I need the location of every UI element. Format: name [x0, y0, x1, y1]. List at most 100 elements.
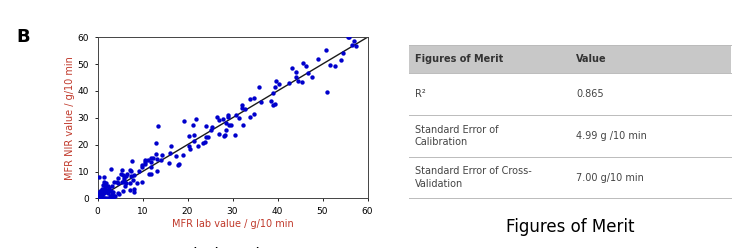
Point: [217, 133, 229, 137]
Point: [220, 133, 232, 137]
Point: [342, 35, 354, 39]
Point: [244, 115, 256, 119]
Point: [322, 90, 334, 93]
Point: [236, 106, 248, 110]
Point: [163, 161, 175, 165]
Point: [116, 168, 128, 172]
Point: [112, 176, 125, 180]
Point: [100, 187, 112, 191]
Point: [269, 85, 281, 89]
Point: [248, 112, 259, 116]
Point: [110, 194, 122, 198]
Point: [292, 79, 304, 83]
Point: [118, 178, 130, 182]
Point: [224, 123, 236, 126]
Point: [99, 196, 111, 200]
Point: [128, 173, 140, 177]
Point: [254, 100, 266, 104]
Point: [110, 180, 122, 184]
Point: [98, 191, 109, 195]
Point: [104, 189, 116, 193]
Point: [306, 75, 318, 79]
Point: [124, 174, 136, 178]
Point: [302, 71, 313, 75]
Point: [124, 188, 136, 192]
Point: [109, 194, 121, 198]
Point: [93, 196, 105, 200]
Point: [328, 64, 340, 68]
Point: [105, 167, 117, 171]
Point: [187, 123, 199, 127]
Point: [96, 187, 108, 191]
Point: [230, 133, 242, 137]
Point: [97, 189, 109, 193]
Point: [116, 180, 128, 184]
Point: [268, 102, 280, 106]
Y-axis label: MFR NIR value / g/10 min: MFR NIR value / g/10 min: [65, 56, 75, 180]
Point: [99, 190, 111, 194]
Point: [117, 173, 129, 177]
Point: [122, 172, 134, 176]
Point: [128, 187, 140, 191]
Point: [190, 117, 202, 121]
Point: [128, 190, 140, 194]
Point: [112, 182, 124, 186]
Point: [145, 160, 157, 164]
Point: [286, 65, 298, 69]
Point: [237, 123, 249, 127]
Text: Figures of Merit: Figures of Merit: [506, 217, 634, 236]
Point: [297, 62, 309, 65]
Point: [223, 123, 235, 126]
Text: Figures of Merit: Figures of Merit: [415, 54, 503, 64]
Text: Standard Error of
Calibration: Standard Error of Calibration: [415, 124, 498, 147]
Point: [266, 91, 278, 95]
Point: [125, 169, 137, 173]
Point: [172, 162, 184, 166]
Point: [115, 172, 127, 176]
Point: [136, 180, 148, 184]
Point: [102, 191, 114, 195]
Point: [334, 58, 346, 62]
Point: [96, 193, 108, 197]
Point: [118, 189, 130, 193]
Point: [106, 196, 118, 200]
Point: [312, 57, 324, 61]
Point: [94, 196, 106, 200]
Point: [145, 172, 157, 176]
Point: [112, 190, 124, 194]
Point: [217, 117, 229, 121]
Point: [172, 163, 184, 167]
Point: [145, 156, 157, 160]
Point: [94, 196, 106, 200]
Point: [290, 75, 302, 79]
Point: [268, 103, 280, 107]
Point: [119, 184, 131, 188]
Point: [239, 107, 251, 111]
Point: [202, 135, 214, 139]
Point: [206, 125, 218, 129]
Point: [200, 124, 212, 128]
Point: [197, 141, 209, 145]
Text: B: B: [16, 28, 30, 46]
Point: [188, 133, 200, 137]
Point: [142, 158, 154, 162]
Point: [107, 196, 119, 200]
Point: [220, 122, 232, 125]
Point: [139, 158, 151, 162]
Text: 4.99 g /10 min: 4.99 g /10 min: [576, 131, 646, 141]
Point: [98, 196, 109, 200]
Point: [96, 193, 108, 197]
Point: [143, 172, 155, 176]
Point: [103, 188, 115, 192]
Point: [104, 186, 116, 190]
Point: [93, 196, 105, 200]
Point: [188, 139, 200, 143]
Point: [139, 162, 151, 166]
Point: [105, 194, 117, 198]
Point: [230, 113, 242, 117]
Point: [124, 181, 136, 185]
Text: Correlation plot MFR: Correlation plot MFR: [148, 247, 317, 248]
Point: [104, 196, 116, 200]
Point: [151, 169, 163, 173]
Point: [346, 43, 358, 47]
